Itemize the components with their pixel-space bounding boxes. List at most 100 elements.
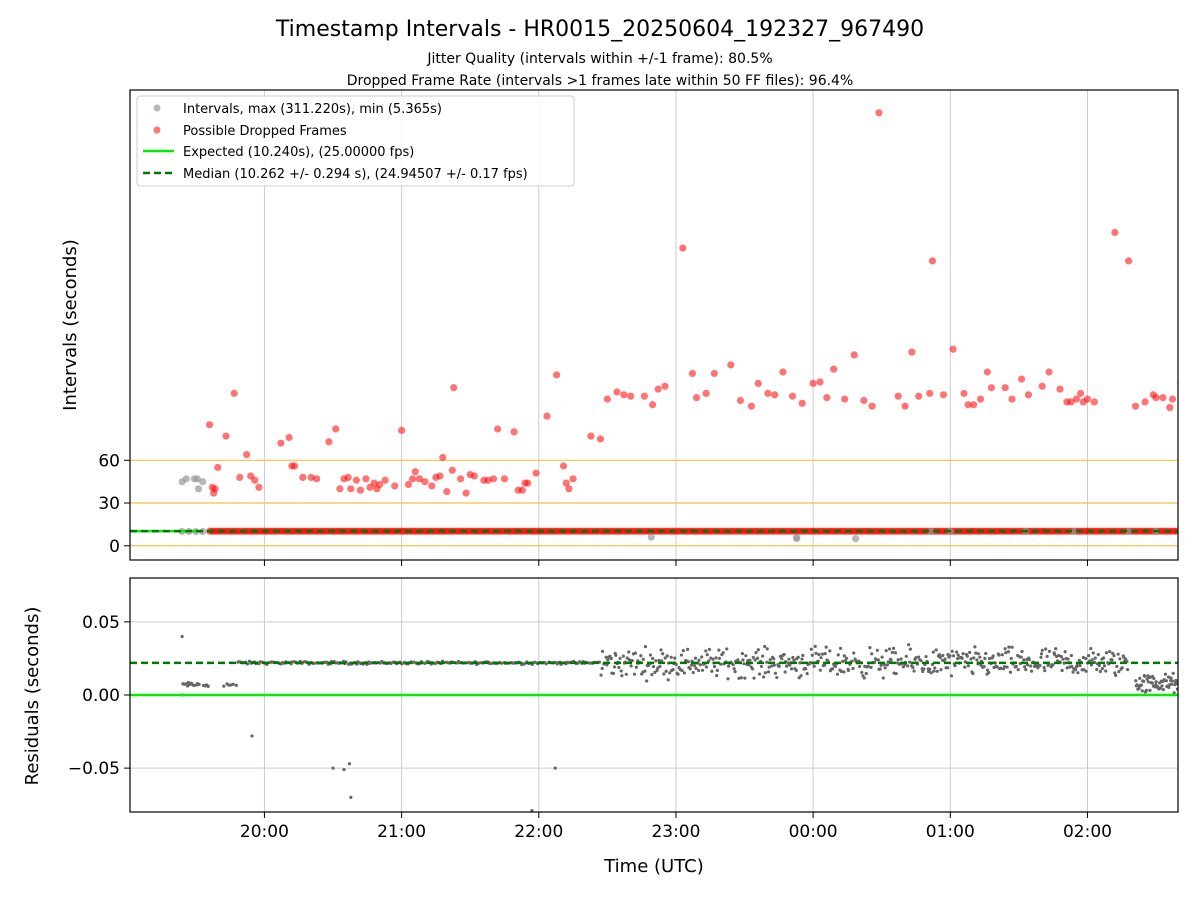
residual-point xyxy=(619,669,623,673)
residual-point xyxy=(632,672,637,676)
chart-subtitle-line-1: Jitter Quality (intervals within +/-1 fr… xyxy=(426,51,772,67)
residual-point xyxy=(650,673,654,677)
residual-point xyxy=(1002,665,1007,669)
residual-point xyxy=(658,664,662,669)
dropped-frame-point xyxy=(448,466,456,474)
residual-point xyxy=(899,657,903,661)
dropped-frame-point xyxy=(1141,398,1149,406)
dropped-frame-point xyxy=(569,475,577,483)
residual-point xyxy=(617,665,621,670)
dropped-frame-point xyxy=(688,369,697,378)
dropped-frame-point xyxy=(230,389,238,397)
residual-point xyxy=(887,647,892,651)
residual-point xyxy=(1118,657,1122,661)
dropped-frame-point xyxy=(841,395,849,403)
residual-point xyxy=(767,665,771,669)
residual-point xyxy=(754,650,758,655)
dropped-frame-point xyxy=(376,480,384,489)
residual-point xyxy=(868,646,872,650)
bottom-x-tick-label: 02:00 xyxy=(1063,822,1112,842)
bottom-x-tick-label: 23:00 xyxy=(651,822,700,842)
residual-point xyxy=(828,649,832,653)
residual-point xyxy=(997,653,1001,657)
residual-point xyxy=(1084,669,1088,673)
residual-point xyxy=(700,668,705,672)
residual-point xyxy=(544,662,548,666)
residual-point xyxy=(717,656,722,660)
top-y-axis-label: Intervals (seconds) xyxy=(60,239,81,411)
residual-point xyxy=(1051,663,1055,667)
dropped-frame-point xyxy=(450,384,458,392)
residual-point xyxy=(1091,651,1095,655)
residual-point xyxy=(1016,667,1020,672)
residual-point xyxy=(761,675,766,679)
dropped-frame-point xyxy=(398,426,406,434)
residual-point xyxy=(759,664,764,669)
dropped-frame-point xyxy=(562,479,570,487)
dropped-frame-point xyxy=(679,244,687,252)
dropped-frame-point xyxy=(928,257,937,265)
dropped-frame-point xyxy=(299,473,307,481)
residual-point xyxy=(818,668,822,672)
dropped-frame-point xyxy=(1008,395,1016,403)
residual-point xyxy=(1036,666,1040,670)
dropped-frame-point xyxy=(411,468,419,476)
residual-point xyxy=(1115,664,1119,669)
dropped-frame-point xyxy=(277,439,285,447)
dropped-frame-point xyxy=(779,368,787,376)
residual-point xyxy=(976,652,980,656)
residual-point xyxy=(206,684,210,688)
residual-point xyxy=(197,682,201,686)
residual-point xyxy=(1143,674,1147,678)
residual-point xyxy=(751,655,755,659)
residual-point xyxy=(604,655,608,659)
residual-point xyxy=(714,656,718,660)
residual-point xyxy=(939,668,943,672)
dropped-frame-point xyxy=(370,479,378,487)
residual-point xyxy=(844,656,849,660)
residual-point xyxy=(1126,667,1130,672)
residual-point xyxy=(780,657,784,661)
top-marks xyxy=(130,109,1178,543)
dropped-frame-point xyxy=(620,391,628,399)
residual-point xyxy=(1027,658,1031,662)
residual-point xyxy=(1161,688,1165,692)
dropped-frame-point xyxy=(470,472,478,480)
dropped-frame-point xyxy=(771,391,779,399)
residual-point xyxy=(881,676,885,680)
residual-point xyxy=(885,663,889,667)
residual-point xyxy=(612,665,617,669)
residual-point xyxy=(700,655,704,659)
residual-point xyxy=(342,767,346,772)
residual-point xyxy=(770,664,774,668)
residual-point xyxy=(763,671,767,675)
residual-point xyxy=(692,664,697,668)
interval-point xyxy=(927,527,935,536)
dropped-frame-point xyxy=(362,475,370,483)
dropped-frame-point xyxy=(415,475,424,483)
residual-point xyxy=(752,676,756,680)
dropped-frame-point xyxy=(736,396,745,405)
residual-point xyxy=(951,654,956,658)
residual-point xyxy=(950,649,954,653)
residual-point xyxy=(782,652,786,657)
residual-point xyxy=(937,653,942,657)
dropped-frame-point xyxy=(356,486,365,494)
residual-point xyxy=(1146,680,1150,684)
residual-point xyxy=(748,658,752,662)
residual-point xyxy=(875,648,879,652)
dropped-frame-point xyxy=(524,479,532,487)
residual-point xyxy=(750,667,755,671)
dropped-frame-point xyxy=(325,438,333,446)
residual-point xyxy=(765,647,769,651)
residual-point xyxy=(1059,654,1063,659)
residual-point xyxy=(999,666,1003,670)
residual-point xyxy=(705,653,709,657)
residual-point xyxy=(655,668,659,673)
residual-point xyxy=(627,650,631,654)
residual-point xyxy=(1020,649,1024,654)
residual-point xyxy=(1169,676,1173,680)
residual-point xyxy=(704,665,709,669)
dropped-frame-point xyxy=(456,475,465,483)
bottom-y-tick-label: 0.05 xyxy=(82,613,120,633)
